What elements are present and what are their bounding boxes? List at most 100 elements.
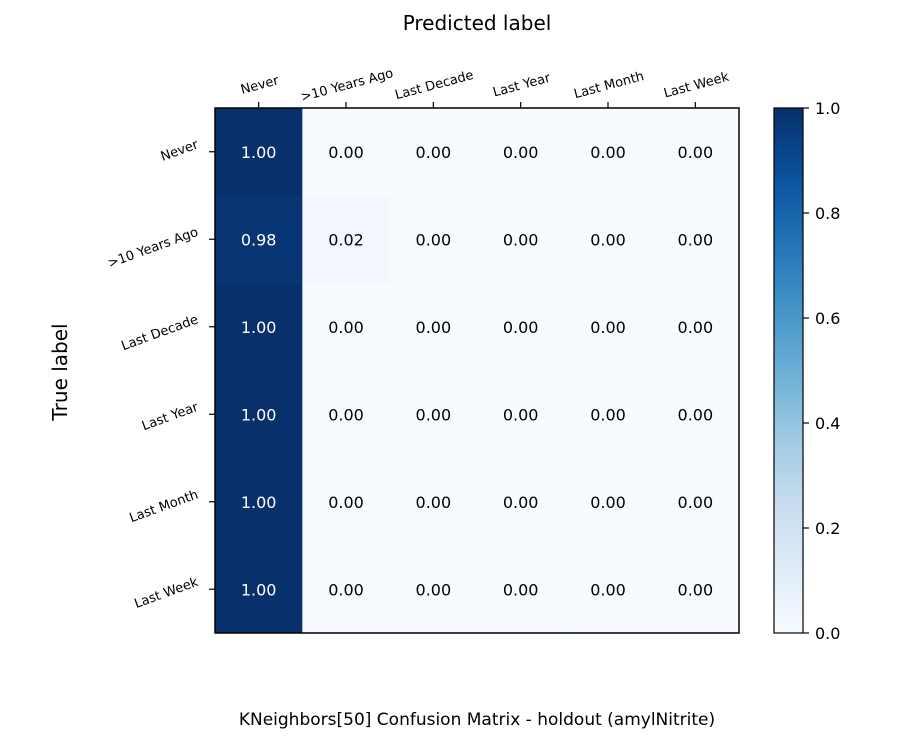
y-tick-label: Last Year <box>140 400 201 434</box>
heatmap-cell <box>651 195 740 284</box>
cell-value-label: 0.00 <box>503 493 539 512</box>
heatmap-cell <box>302 195 391 284</box>
heatmap-cell <box>215 108 303 196</box>
x-tick-label: Never <box>239 73 281 98</box>
heatmap-cell <box>564 283 653 371</box>
cell-value-label: 0.00 <box>328 493 364 512</box>
y-tick-label: Last Decade <box>120 312 201 354</box>
cell-value-label: 0.00 <box>503 230 539 249</box>
heatmap-cell <box>302 283 391 371</box>
cell-value-label: 0.00 <box>416 405 452 424</box>
y-tick-label: >10 Years Ago <box>106 225 201 272</box>
heatmap-cell <box>215 370 303 459</box>
heatmap-cell <box>477 283 565 371</box>
cell-value-label: 0.00 <box>416 143 452 162</box>
colorbar-tick-label: 0.6 <box>815 309 840 328</box>
cell-value-label: 1.00 <box>241 143 277 162</box>
colorbar-tick-label: 0.2 <box>815 519 840 538</box>
cell-value-label: 0.00 <box>416 230 452 249</box>
colorbar <box>773 107 804 634</box>
cell-value-label: 0.00 <box>590 143 626 162</box>
heatmap-cell <box>651 108 740 196</box>
cell-value-label: 0.98 <box>241 230 277 249</box>
heatmap-cell <box>389 283 478 371</box>
heatmap-cell <box>389 195 478 284</box>
heatmap-cell <box>389 458 478 546</box>
x-tick-label: Last Week <box>662 70 731 102</box>
heatmap-cell <box>477 195 565 284</box>
heatmap-cell <box>389 370 478 459</box>
cell-value-label: 0.00 <box>328 405 364 424</box>
heatmap-cell-values: 1.00 0.00 0.00 0.00 0.00 0.00 0.98 0.02 0.00 0.00… <box>241 143 713 600</box>
chart-title: KNeighbors[50] Confusion Matrix - holdou… <box>239 710 715 730</box>
heatmap-cell <box>389 108 478 196</box>
cell-value-label: 0.00 <box>416 318 452 337</box>
cell-value-label: 1.00 <box>241 318 277 337</box>
cell-value-label: 0.00 <box>678 230 714 249</box>
cell-value-label: 0.00 <box>416 493 452 512</box>
heatmap-cells <box>215 108 740 634</box>
cell-value-label: 0.00 <box>678 143 714 162</box>
cell-value-label: 0.00 <box>590 230 626 249</box>
heatmap-cell <box>651 283 740 371</box>
heatmap-cell <box>215 545 303 634</box>
cell-value-label: 0.00 <box>678 318 714 337</box>
heatmap-cell <box>302 458 391 546</box>
cell-value-label: 0.00 <box>328 318 364 337</box>
heatmap-cell <box>564 545 653 634</box>
cell-value-label: 0.00 <box>678 405 714 424</box>
cell-value-label: 0.00 <box>590 318 626 337</box>
heatmap-cell <box>215 458 303 546</box>
heatmap-cell <box>389 545 478 634</box>
heatmap-cell <box>564 370 653 459</box>
heatmap-cell <box>651 545 740 634</box>
heatmap-cell <box>564 108 653 196</box>
cell-value-label: 0.00 <box>503 405 539 424</box>
cell-value-label: 0.00 <box>678 580 714 599</box>
cell-value-label: 0.02 <box>328 230 364 249</box>
colorbar-tick-label: 0.4 <box>815 414 840 433</box>
cell-value-label: 1.00 <box>241 580 277 599</box>
heatmap-cell <box>477 545 565 634</box>
y-axis-title: True label <box>48 323 72 421</box>
colorbar-ticks: 0.0 0.2 0.4 0.6 0.8 1.0 <box>803 99 840 643</box>
y-axis-ticks: Never >10 Years Ago Last Decade Last Year La… <box>106 137 215 612</box>
heatmap-cell <box>477 370 565 459</box>
heatmap-cell <box>651 370 740 459</box>
cell-value-label: 0.00 <box>503 318 539 337</box>
heatmap-cell <box>651 458 740 546</box>
heatmap-cell <box>302 370 391 459</box>
cell-value-label: 0.00 <box>503 580 539 599</box>
heatmap-cell <box>477 458 565 546</box>
cell-value-label: 1.00 <box>241 405 277 424</box>
cell-value-label: 1.00 <box>241 493 277 512</box>
colorbar-tick-label: 0.0 <box>815 624 840 643</box>
cell-value-label: 0.00 <box>328 143 364 162</box>
plot-frame <box>214 107 740 634</box>
heatmap-cell <box>302 108 391 196</box>
y-tick-label: Last Month <box>128 487 201 526</box>
x-tick-label: Last Year <box>491 71 552 101</box>
colorbar-tick-label: 1.0 <box>815 99 840 118</box>
x-axis-title: Predicted label <box>403 11 552 35</box>
cell-value-label: 0.00 <box>328 580 364 599</box>
cell-value-label: 0.00 <box>678 493 714 512</box>
cell-value-label: 0.00 <box>416 580 452 599</box>
cell-value-label: 0.00 <box>590 493 626 512</box>
y-tick-label: Last Week <box>132 575 200 612</box>
x-tick-label: Last Decade <box>394 68 476 103</box>
heatmap-cell <box>215 195 303 284</box>
heatmap-cell <box>302 545 391 634</box>
cell-value-label: 0.00 <box>590 405 626 424</box>
x-tick-label: Last Month <box>572 69 645 102</box>
heatmap-cell <box>477 108 565 196</box>
colorbar-tick-label: 0.8 <box>815 204 840 223</box>
x-tick-label: >10 Years Ago <box>299 66 395 105</box>
heatmap-cell <box>215 283 303 371</box>
cell-value-label: 0.00 <box>503 143 539 162</box>
cell-value-label: 0.00 <box>590 580 626 599</box>
y-tick-label: Never <box>159 137 201 165</box>
heatmap-cell <box>564 458 653 546</box>
